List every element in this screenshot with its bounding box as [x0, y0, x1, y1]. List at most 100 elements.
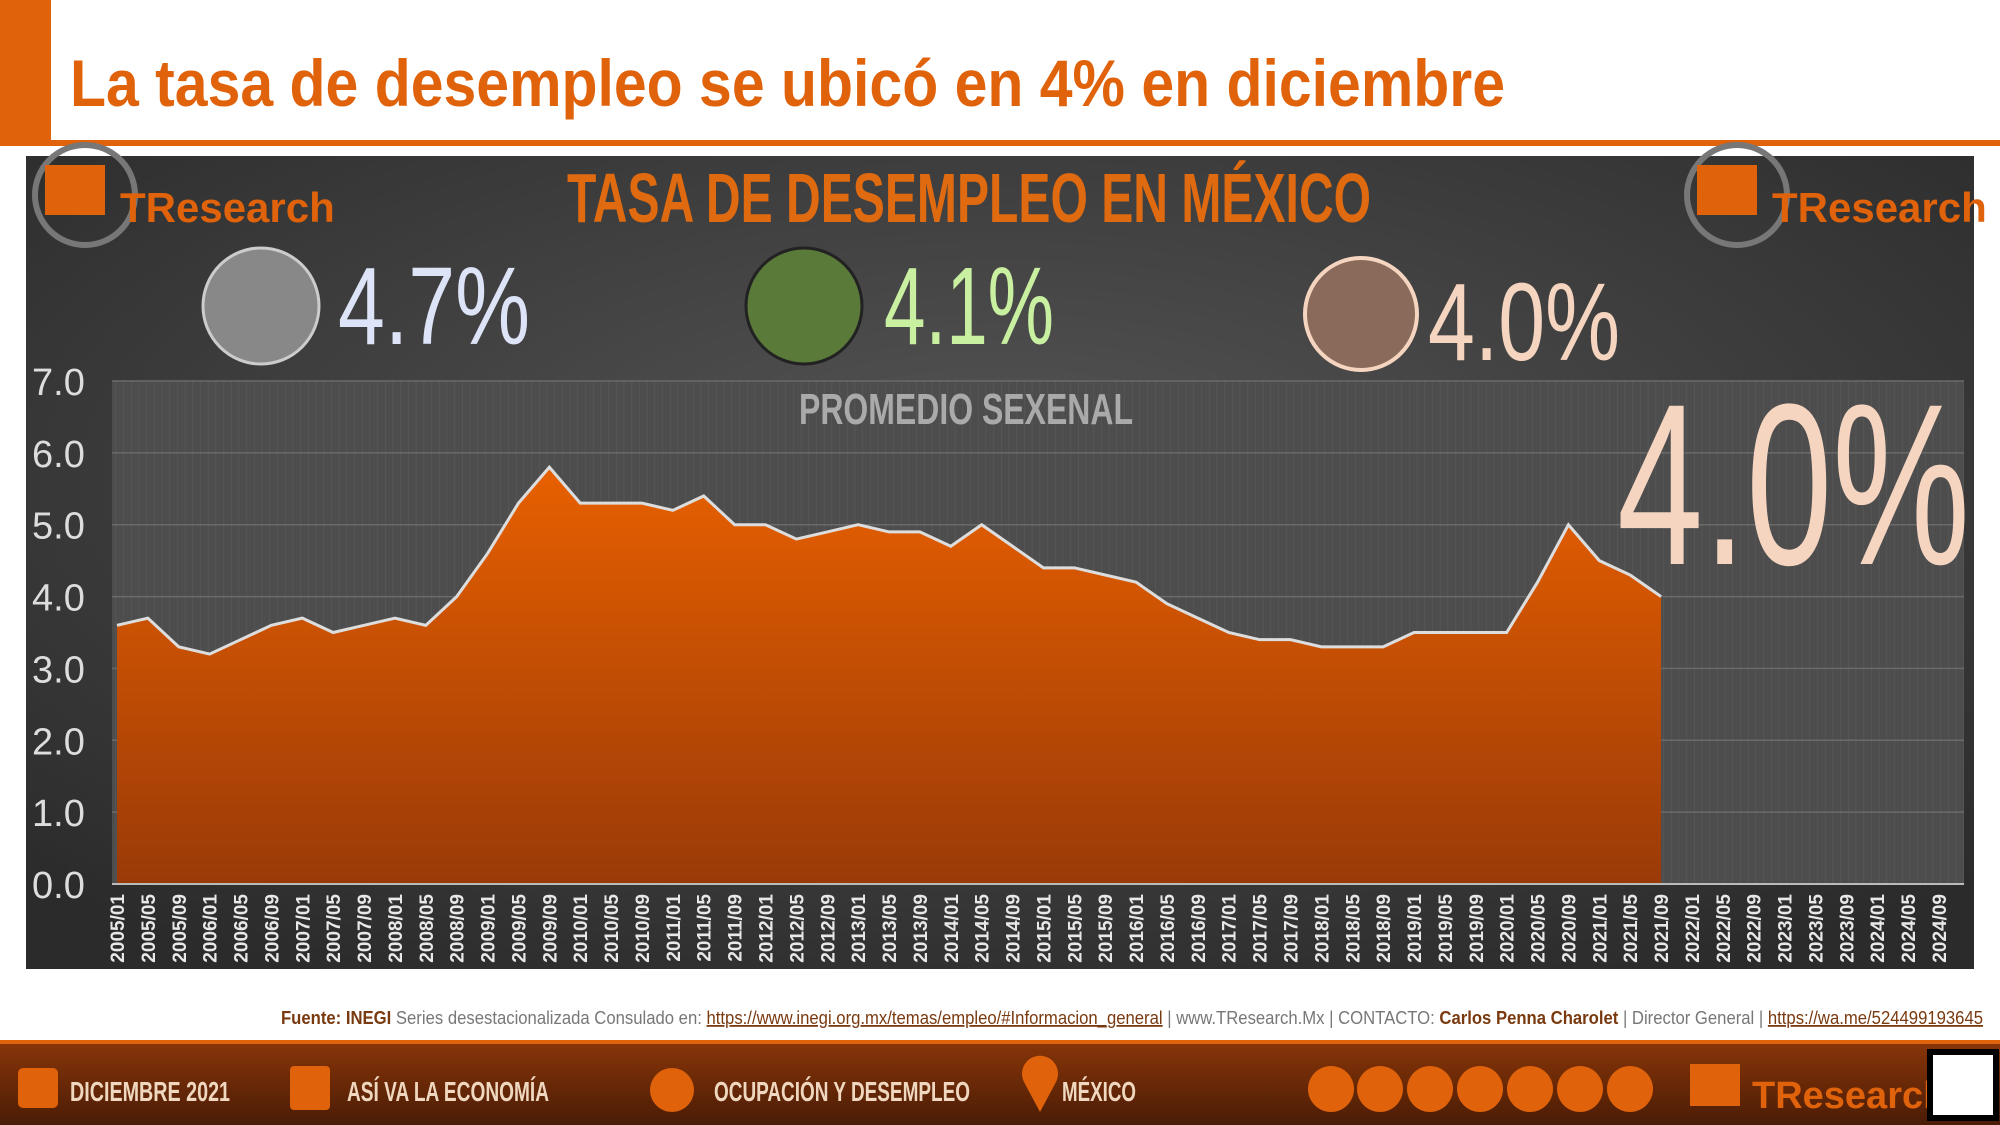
x-tick-label: 2011/01: [664, 894, 685, 962]
headline: La tasa de desempleo se ubicó en 4% en d…: [70, 46, 1505, 120]
x-tick-label: 2024/05: [1899, 894, 1920, 963]
accent-strip: [0, 0, 51, 143]
contact-name: Carlos Penna Charolet: [1439, 1008, 1618, 1028]
x-tick-label: 2017/09: [1281, 894, 1302, 963]
social-icons[interactable]: [1308, 1066, 1653, 1112]
x-tick-label: 2014/09: [1004, 894, 1025, 963]
x-tick-label: 2005/09: [170, 894, 191, 963]
x-tick-label: 2007/01: [293, 894, 314, 963]
x-tick-label: 2007/05: [324, 894, 345, 963]
brand: TResearch: [1752, 1075, 1946, 1117]
brand: TResearch: [120, 184, 335, 231]
x-tick-label: 2010/01: [571, 894, 592, 963]
x-tick-label: 2008/09: [448, 894, 469, 963]
x-tick-label: 2020/05: [1529, 894, 1550, 963]
source-url[interactable]: https://www.inegi.org.mx/temas/empleo/#I…: [707, 1008, 1163, 1029]
x-tick-label: 2006/01: [201, 894, 222, 963]
x-tick-label: 2013/09: [911, 894, 932, 963]
source-label: Fuente: INEGI: [281, 1008, 391, 1028]
x-tick-label: 2007/09: [355, 894, 376, 963]
x-tick-label: 2011/05: [695, 894, 716, 962]
x-tick-label: 2021/09: [1652, 894, 1673, 963]
y-tick-label: 6.0: [32, 434, 85, 476]
average: 4.7%: [338, 245, 530, 368]
x-tick-label: 2023/01: [1776, 894, 1797, 963]
y-tick-label: 7.0: [32, 362, 85, 404]
x-tick-label: 2022/09: [1745, 894, 1766, 963]
x-tick-label: 2024/01: [1868, 894, 1889, 963]
contact-role: | Director General |: [1623, 1008, 1763, 1028]
x-tick-label: 2024/09: [1930, 894, 1951, 963]
x-tick-label: 2010/05: [602, 894, 623, 963]
x-tick-label: 2005/01: [108, 894, 129, 963]
plot: 0.0 1.0 2.0 3.0 4.0 5.0 6.0 7.0 2005/01 2005/05 20…: [32, 362, 1964, 963]
y-tick-label: 5.0: [32, 506, 85, 548]
footer-region: MÉXICO: [1062, 1076, 1136, 1107]
x-tick-label: 2015/09: [1096, 894, 1117, 963]
x-tick-label: 2016/05: [1158, 894, 1179, 963]
y-tick-label: 1.0: [32, 793, 85, 835]
x-tick-label: 2015/01: [1034, 894, 1055, 963]
portrait: [201, 246, 321, 366]
logo-left: TResearch: [32, 142, 335, 248]
source-line: Fuente: INEGI Series desestacionalizada …: [281, 1008, 1983, 1029]
x-tick-label: 2016/09: [1189, 894, 1210, 963]
contact-url[interactable]: https://wa.me/524499193645: [1768, 1008, 1983, 1028]
x-tick-label: 2015/05: [1065, 894, 1086, 963]
x-tick-label: 2016/01: [1127, 894, 1148, 963]
x-tick-label: 2014/05: [973, 894, 994, 963]
header-rule: [0, 140, 2000, 146]
x-tick-label: 2009/05: [509, 894, 530, 963]
x-tick-label: 2008/01: [386, 894, 407, 963]
x-tick-label: 2008/05: [417, 894, 438, 963]
x-tick-label: 2019/01: [1405, 894, 1426, 963]
x-tick-label: 2021/01: [1590, 894, 1611, 963]
x-tick-label: 2006/05: [232, 894, 253, 963]
x-tick-label: 2020/09: [1559, 894, 1580, 963]
x-tick-label: 2009/09: [540, 894, 561, 963]
qr-code[interactable]: [1927, 1049, 1999, 1121]
averages-label: PROMEDIO SEXENAL: [799, 385, 1133, 434]
x-tick-label: 2013/05: [880, 894, 901, 963]
chart-title: TASA DE DESEMPLEO EN MÉXICO: [567, 159, 1371, 237]
y-tick-label: 4.0: [32, 578, 85, 620]
x-tick-label: 2006/09: [262, 894, 283, 963]
x-tick-label: 2019/09: [1467, 894, 1488, 963]
footer-date: DICIEMBRE 2021: [70, 1076, 230, 1107]
footer-icons: [18, 1055, 1058, 1112]
source-note: Series desestacionalizada Consulado en:: [396, 1008, 702, 1028]
x-tick-label: 2023/09: [1837, 894, 1858, 963]
x-tick-label: 2017/01: [1220, 894, 1241, 963]
portrait: [1303, 256, 1419, 372]
area: [117, 467, 1662, 884]
x-tick-label: 2010/09: [633, 894, 654, 963]
x-tick-label: 2014/01: [942, 894, 963, 963]
footer-section: ASÍ VA LA ECONOMÍA: [347, 1076, 549, 1107]
x-tick-label: 2020/01: [1498, 894, 1519, 963]
y-tick-label: 0.0: [32, 865, 85, 907]
x-tick-label: 2013/01: [849, 894, 870, 963]
x-tick-label: 2018/01: [1312, 894, 1333, 963]
x-tick-label: 2023/05: [1806, 894, 1827, 963]
x-tick-label: 2021/05: [1621, 894, 1642, 963]
footer-rule: [0, 1040, 2000, 1044]
footer-topic: OCUPACIÓN Y DESEMPLEO: [714, 1076, 970, 1107]
y-tick-label: 2.0: [32, 721, 85, 763]
x-tick-label: 2011/09: [726, 894, 747, 962]
x-tick-label: 2022/01: [1683, 894, 1704, 963]
average: 4.0%: [1428, 261, 1620, 384]
portrait: [744, 246, 864, 366]
line: [116, 464, 1662, 656]
footer-bar: [0, 1040, 2000, 1125]
y-tick-label: 3.0: [32, 649, 85, 691]
x-tick-label: 2018/05: [1343, 894, 1364, 963]
x-tick-label: 2012/05: [787, 894, 808, 963]
brand: TResearch: [1772, 184, 1987, 231]
x-tick-label: 2009/01: [479, 894, 500, 963]
highlight-value: 4.0%: [1617, 356, 1970, 613]
x-tick-label: 2019/05: [1436, 894, 1457, 963]
x-tick-label: 2022/05: [1714, 894, 1735, 963]
average: 4.1%: [884, 245, 1054, 368]
